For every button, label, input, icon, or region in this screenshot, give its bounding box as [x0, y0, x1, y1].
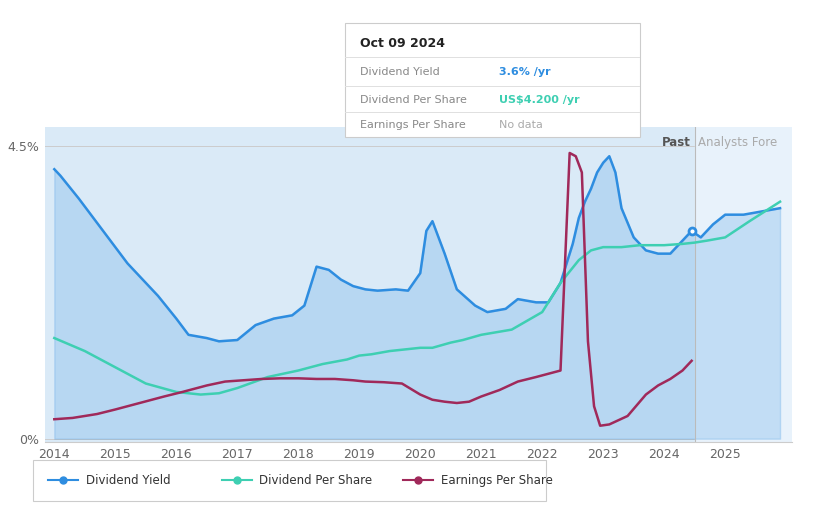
Text: 3.6% /yr: 3.6% /yr [498, 68, 550, 77]
Text: Past: Past [662, 137, 691, 149]
Text: Earnings Per Share: Earnings Per Share [360, 120, 466, 130]
Text: Dividend Yield: Dividend Yield [85, 473, 170, 487]
Text: No data: No data [498, 120, 543, 130]
Text: Oct 09 2024: Oct 09 2024 [360, 37, 445, 50]
Bar [695, 127, 792, 442]
Text: Earnings Per Share: Earnings Per Share [441, 473, 553, 487]
Text: Dividend Per Share: Dividend Per Share [259, 473, 373, 487]
FancyBboxPatch shape [345, 23, 640, 137]
FancyBboxPatch shape [33, 460, 547, 501]
Text: Dividend Per Share: Dividend Per Share [360, 95, 466, 105]
Text: US$4.200 /yr: US$4.200 /yr [498, 95, 579, 105]
Text: Dividend Yield: Dividend Yield [360, 68, 439, 77]
Text: Analysts Fore: Analysts Fore [699, 137, 777, 149]
